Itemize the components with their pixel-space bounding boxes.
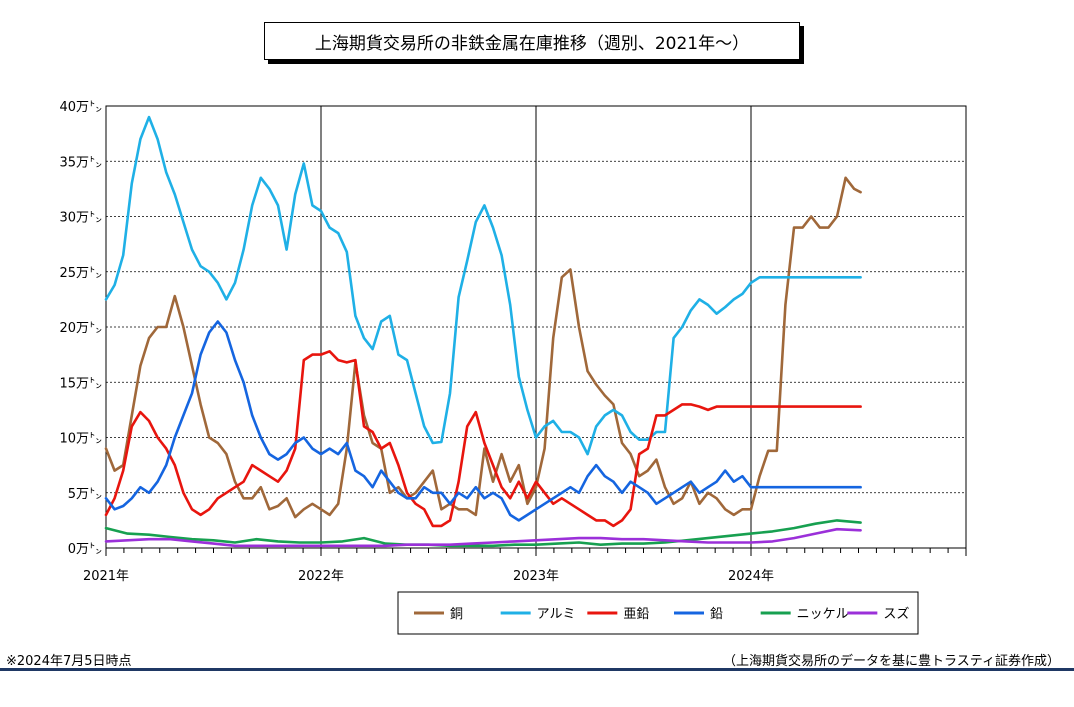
source-note: （上海期貨交易所のデータを基に豊トラスティ証券作成） <box>723 654 1060 669</box>
legend: 銅 アルミ 亜鉛 鉛 ニッケル スズ <box>397 591 919 635</box>
y-axis-labels: 0万㌧ 5万㌧ 10万㌧ 15万㌧ 20万㌧ 25万㌧ 30万㌧ 35万㌧ 40万㌧ <box>59 100 102 557</box>
x-axis-ticks <box>105 548 967 556</box>
x-tick-label: 2022年 <box>298 569 344 584</box>
series-line-アルミ <box>104 115 862 456</box>
chart-grid <box>105 105 967 549</box>
series-line-スズ <box>104 527 862 548</box>
y-tick-label: 30万㌧ <box>59 211 102 226</box>
y-tick-label: 40万㌧ <box>59 100 102 115</box>
legend-label: アルミ <box>537 607 576 622</box>
bottom-divider <box>0 668 1074 671</box>
chart-title: 上海期貨交易所の非鉄金属在庫推移（週別、2021年～） <box>264 22 800 60</box>
legend-label: 鉛 <box>710 607 723 622</box>
y-tick-label: 0万㌧ <box>68 542 102 557</box>
legend-label: 亜鉛 <box>623 607 649 622</box>
x-tick-label: 2024年 <box>728 569 774 584</box>
y-tick-label: 5万㌧ <box>68 487 102 502</box>
legend-label: ニッケル <box>797 607 849 622</box>
y-tick-label: 25万㌧ <box>59 266 102 281</box>
y-tick-label: 20万㌧ <box>59 321 102 336</box>
series-line-銅 <box>104 176 862 519</box>
x-axis-labels: 2021年 2022年 2023年 2024年 <box>83 569 774 584</box>
y-tick-label: 15万㌧ <box>59 376 102 391</box>
legend-label: スズ <box>883 606 909 622</box>
y-tick-label: 10万㌧ <box>59 432 102 447</box>
legend-label: 銅 <box>450 607 463 622</box>
y-tick-label: 35万㌧ <box>59 155 102 170</box>
series-line-ニッケル <box>104 519 862 548</box>
series-line-鉛 <box>104 320 862 522</box>
series-line-亜鉛 <box>104 349 862 528</box>
x-tick-label: 2021年 <box>83 569 129 584</box>
x-tick-label: 2023年 <box>513 569 559 584</box>
as-of-note: ※2024年7月5日時点 <box>6 654 132 669</box>
legend-box <box>397 591 919 635</box>
chart-series <box>104 115 862 548</box>
